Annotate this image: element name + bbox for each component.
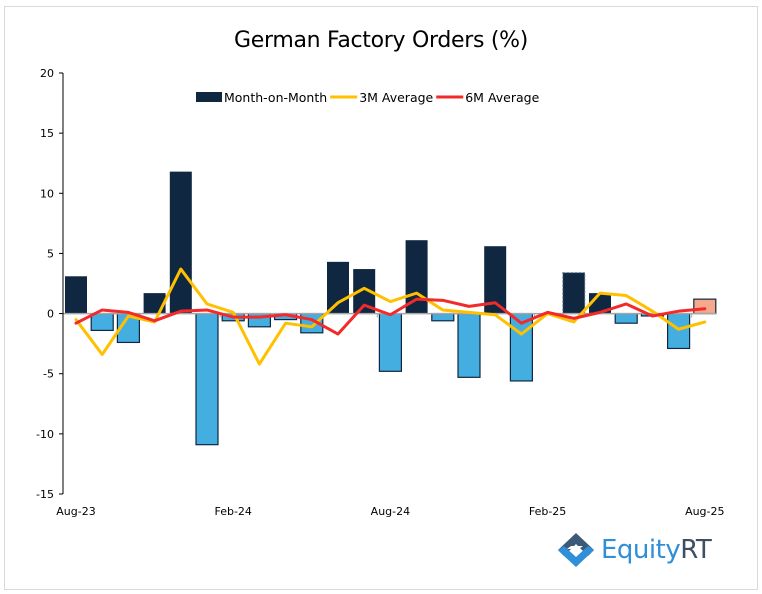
y-axis: -15 -10 -5 0 5 10 15 20 [36, 67, 64, 501]
y-tick-label: -15 [36, 488, 54, 501]
equityrt-logo-text: EquityRT [601, 535, 712, 565]
equityrt-logo: EquityRT [557, 532, 712, 568]
y-tick-label: 0 [47, 308, 54, 321]
legend-label: 3M Average [359, 90, 433, 105]
bar-mom-Mar-25 [562, 272, 586, 315]
legend: Month-on-Month 3M Average 6M Average [196, 90, 540, 105]
bar-mom-May-25 [614, 312, 638, 324]
bar-mom-Sep-23 [90, 312, 114, 332]
x-tick-label: Aug-23 [56, 505, 95, 518]
logo-text-equity: Equity [601, 535, 681, 565]
y-tick-label: 10 [40, 187, 54, 200]
legend-swatch-month-on-month [196, 92, 222, 102]
logo-text-rt: RT [680, 535, 712, 565]
bar-mom-Jul-24 [353, 269, 376, 314]
x-tick-label: Feb-24 [214, 505, 251, 518]
bar-mom-Aug-25 [693, 298, 717, 315]
bar-mom-Jun-24 [327, 261, 349, 314]
y-tick-label: -10 [36, 428, 54, 441]
chart-title: German Factory Orders (%) [234, 28, 528, 53]
bar-mom-Aug-24 [378, 312, 402, 372]
bar-mom-Nov-24 [457, 312, 481, 378]
bar-mom-Jul-25 [666, 312, 691, 350]
bar-mom-Oct-24 [431, 312, 455, 322]
legend-label: 6M Average [465, 90, 539, 105]
x-tick-label: Aug-25 [685, 505, 724, 518]
y-tick-label: 15 [40, 127, 54, 140]
lines-layer [74, 267, 707, 366]
x-tick-label: Aug-24 [371, 505, 410, 518]
y-tick-label: 20 [40, 67, 54, 80]
bar-mom-Aug-23 [65, 276, 87, 314]
x-tick-label: Feb-25 [529, 505, 566, 518]
bar-mom-Dec-23 [169, 171, 192, 314]
bar-mom-Jan-24 [195, 312, 219, 446]
bar-mom-Dec-24 [484, 246, 507, 314]
x-axis: Aug-23 Feb-24 Aug-24 Feb-25 Aug-25 [56, 505, 724, 518]
equityrt-logo-icon [558, 533, 594, 567]
legend-label: Month-on-Month [224, 90, 327, 105]
y-tick-label: 5 [47, 247, 54, 260]
y-tick-label: -5 [43, 368, 54, 381]
